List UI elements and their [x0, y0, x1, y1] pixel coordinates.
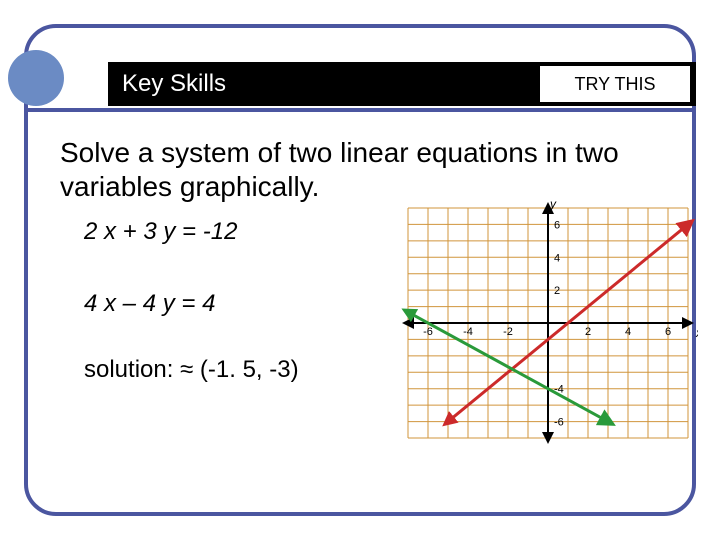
header-bullet — [8, 50, 64, 106]
solution-value: (-1. 5, -3) — [200, 356, 299, 383]
svg-text:6: 6 — [665, 326, 671, 338]
content-area: Solve a system of two linear equations i… — [60, 136, 676, 203]
svg-text:x: x — [695, 326, 698, 340]
try-this-label: TRY THIS — [574, 74, 655, 95]
svg-text:2: 2 — [554, 285, 560, 297]
header-rule — [24, 108, 696, 112]
svg-text:-4: -4 — [463, 326, 473, 338]
equation-2: 4 x – 4 y = 4 — [84, 290, 299, 318]
svg-text:-6: -6 — [423, 326, 433, 338]
solution-label: solution: — [84, 356, 173, 383]
graph: -6-4-2246642-4-6xy — [398, 198, 698, 453]
graph-svg: -6-4-2246642-4-6xy — [398, 198, 698, 448]
equation-1: 2 x + 3 y = -12 — [84, 218, 299, 246]
title-bar: Key Skills TRY THIS — [108, 62, 696, 106]
svg-text:-2: -2 — [503, 326, 513, 338]
svg-text:6: 6 — [554, 219, 560, 231]
try-this-box: TRY THIS — [540, 66, 690, 102]
approx-symbol: ≈ — [180, 356, 193, 383]
key-skills-label: Key Skills — [108, 70, 226, 98]
slide-frame: Key Skills TRY THIS Solve a system of tw… — [24, 24, 696, 516]
prompt-text: Solve a system of two linear equations i… — [60, 136, 676, 203]
equations-block: 2 x + 3 y = -12 4 x – 4 y = 4 solution: … — [84, 218, 299, 384]
svg-text:2: 2 — [585, 326, 591, 338]
svg-text:4: 4 — [554, 252, 560, 264]
svg-text:4: 4 — [625, 326, 631, 338]
solution-line: solution: ≈ (-1. 5, -3) — [84, 356, 299, 384]
svg-text:-6: -6 — [554, 417, 564, 429]
svg-text:y: y — [549, 198, 557, 211]
